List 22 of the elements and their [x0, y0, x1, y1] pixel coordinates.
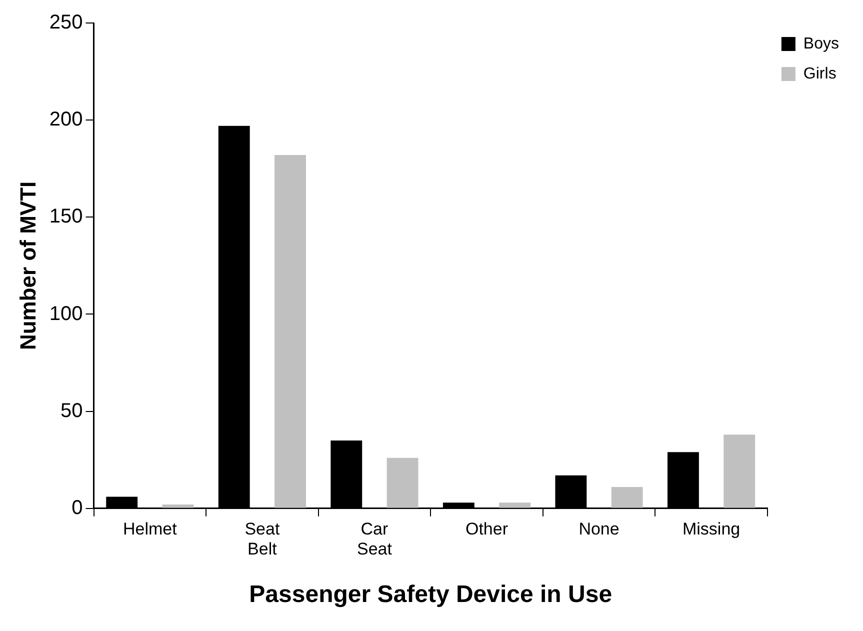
x-tick-label: Helmet	[122, 519, 178, 538]
legend-label: Girls	[803, 65, 836, 82]
y-tick-label: 250	[49, 12, 83, 34]
x-tick-label: None	[578, 519, 620, 538]
y-tick-label: 50	[60, 400, 83, 422]
x-tick-label: Missing	[682, 519, 740, 538]
x-tick-label: Seat Belt	[244, 519, 280, 559]
bar	[499, 502, 531, 508]
bar	[611, 487, 643, 508]
bar	[274, 155, 306, 508]
y-tick-label: 200	[49, 108, 83, 131]
y-tick-label: 100	[49, 302, 83, 325]
y-tick-label: 0	[72, 496, 83, 519]
legend-label: Boys	[803, 35, 840, 52]
bar	[162, 504, 194, 508]
bar	[386, 458, 418, 508]
y-axis-title: Number of MVTI	[15, 181, 40, 350]
x-tick-label: Car Seat	[356, 519, 392, 559]
bar	[724, 434, 756, 508]
y-tick-label: 150	[49, 206, 83, 228]
x-tick-label: Other	[465, 519, 508, 538]
x-axis-title: Passenger Safety Device in Use	[249, 581, 612, 608]
